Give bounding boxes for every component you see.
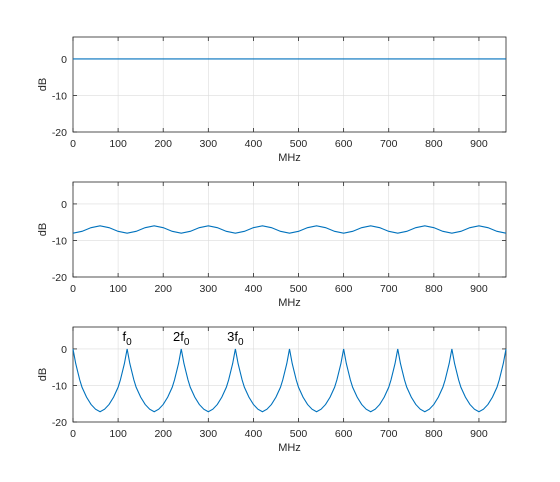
x-tick-label: 100	[109, 138, 127, 150]
x-tick-label: 900	[470, 138, 488, 150]
x-tick-label: 400	[245, 138, 263, 150]
plot-area	[72, 36, 507, 133]
y-tick-label: 0	[61, 199, 67, 211]
harmonic-label-base: f	[123, 329, 127, 344]
y-tick-label: -20	[52, 417, 67, 429]
harmonic-label: 3f0	[227, 329, 244, 348]
x-tick-label: 200	[154, 428, 172, 440]
y-axis-label: dB	[37, 368, 49, 381]
x-tick-label: 200	[154, 138, 172, 150]
x-tick-label: 100	[109, 283, 127, 295]
y-tick-label: -10	[52, 90, 67, 102]
harmonic-label: f0	[123, 329, 133, 348]
x-tick-label: 100	[109, 428, 127, 440]
x-tick-label: 600	[335, 138, 353, 150]
x-tick-label: 500	[290, 428, 308, 440]
x-tick-label: 300	[200, 428, 218, 440]
harmonic-label-subscript: 0	[184, 337, 190, 348]
y-tick-label: -20	[52, 272, 67, 284]
x-tick-label: 200	[154, 283, 172, 295]
harmonic-label-base: 3f	[227, 329, 238, 344]
harmonic-label-base: 2f	[173, 329, 184, 344]
x-tick-label: 0	[70, 138, 76, 150]
series-line	[72, 348, 507, 413]
x-tick-label: 0	[70, 428, 76, 440]
y-tick-label: -10	[52, 380, 67, 392]
x-tick-label: 700	[380, 283, 398, 295]
x-tick-label: 700	[380, 138, 398, 150]
plot-area	[72, 326, 507, 423]
x-tick-label: 500	[290, 283, 308, 295]
x-axis-label: MHz	[278, 442, 301, 454]
chart-middle: 0 100 200 300 400 500 600 700 800 900 -20 -10 0 MHz dB	[37, 181, 507, 309]
x-tick-label: 300	[200, 138, 218, 150]
x-tick-label: 300	[200, 283, 218, 295]
x-tick-label: 0	[70, 283, 76, 295]
x-tick-label: 400	[245, 428, 263, 440]
harmonic-label-subscript: 0	[126, 337, 132, 348]
x-tick-label: 800	[425, 283, 443, 295]
x-tick-label: 800	[425, 138, 443, 150]
x-tick-label: 600	[335, 283, 353, 295]
harmonic-label: 2f0	[173, 329, 190, 348]
plot-area	[72, 181, 507, 278]
y-tick-label: 0	[61, 54, 67, 66]
x-tick-label: 800	[425, 428, 443, 440]
y-tick-label: -10	[52, 235, 67, 247]
chart-top: 0 100 200 300 400 500 600 700 800 900 -20 -10 0 MHz dB	[37, 36, 507, 164]
x-tick-label: 400	[245, 283, 263, 295]
x-tick-label: 900	[470, 283, 488, 295]
y-tick-label: -20	[52, 127, 67, 139]
harmonic-label-subscript: 0	[238, 337, 244, 348]
x-axis-label: MHz	[278, 152, 301, 164]
x-tick-label: 700	[380, 428, 398, 440]
x-tick-label: 500	[290, 138, 308, 150]
x-axis-label: MHz	[278, 297, 301, 309]
x-tick-label: 600	[335, 428, 353, 440]
chart-bottom: 0 100 200 300 400 500 600 700 800 900 -20 -10 0 MHz dB…	[37, 326, 507, 454]
y-axis-label: dB	[37, 223, 49, 236]
y-tick-label: 0	[61, 344, 67, 356]
series-line	[72, 225, 507, 234]
x-tick-label: 900	[470, 428, 488, 440]
y-axis-label: dB	[37, 78, 49, 91]
